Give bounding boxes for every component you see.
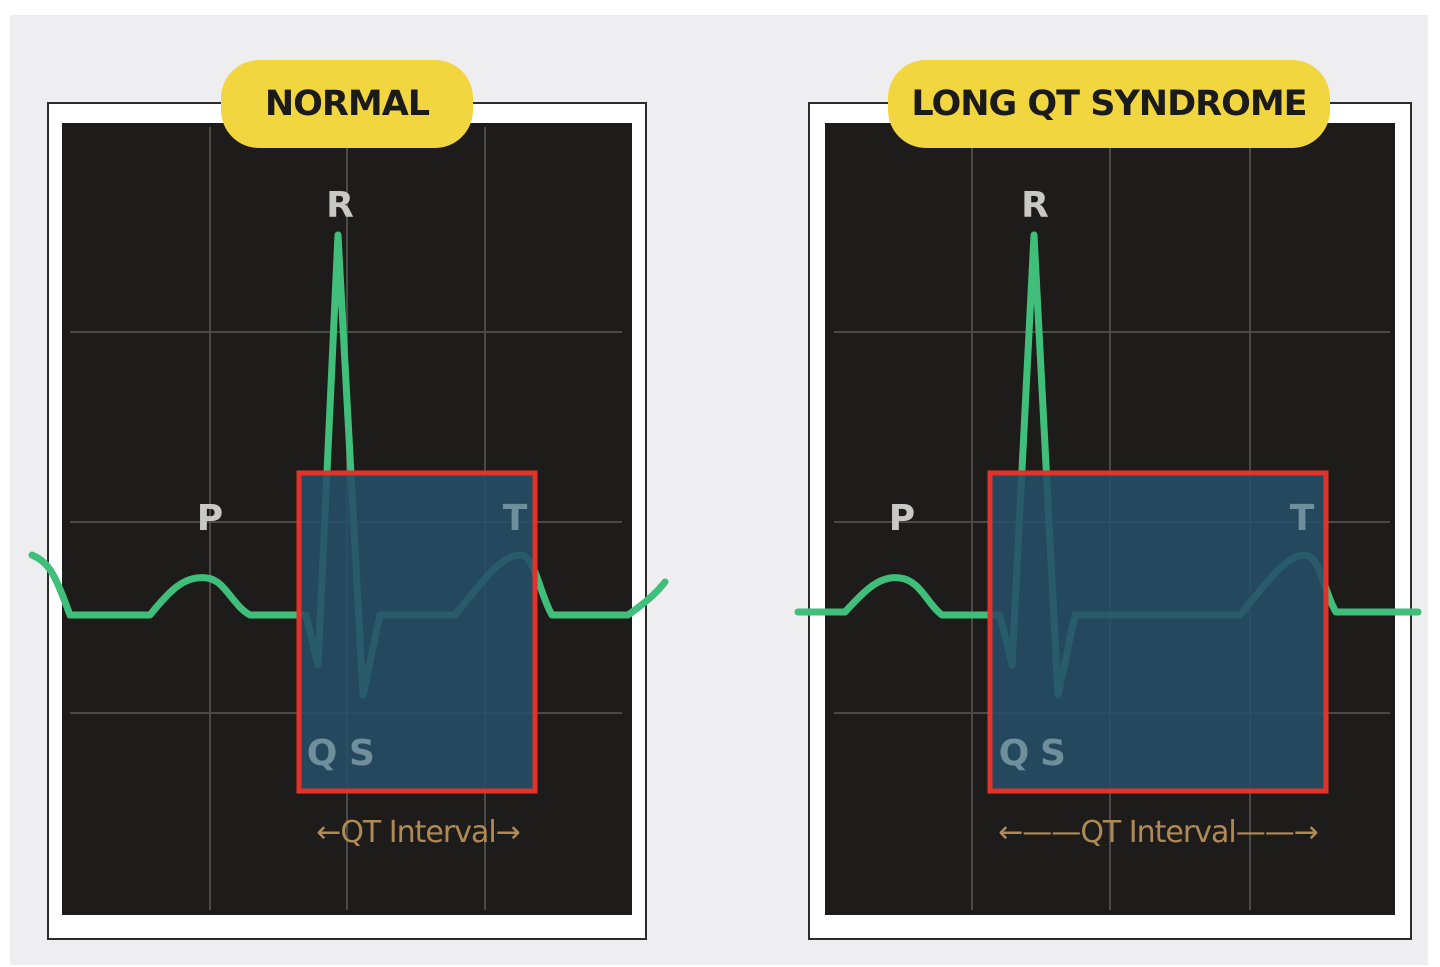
s-wave-label: S xyxy=(349,733,375,774)
qt-interval-box xyxy=(987,470,1329,794)
interval-text: QT Interval xyxy=(1080,815,1236,850)
s-wave-label: S xyxy=(1040,733,1066,774)
qt-interval-box xyxy=(296,470,538,794)
arrow-left: ← xyxy=(316,815,341,850)
ecg-plot-long-qt: R P T Q S xyxy=(794,127,1422,910)
p-wave-label: P xyxy=(197,498,223,539)
t-wave-label: T xyxy=(503,498,528,539)
qt-interval-label: ←——QT Interval——→ xyxy=(990,815,1326,850)
r-wave-label: R xyxy=(1021,185,1049,226)
t-wave-label: T xyxy=(1290,498,1315,539)
arrow-right: ——→ xyxy=(1235,815,1319,850)
panel-long-qt: R P T Q S LONG QT SYNDROME ←——QT Interva… xyxy=(770,15,1428,965)
figure-canvas: R P T Q S NORMAL ←QT Interval→ R xyxy=(10,15,1428,965)
r-wave-label: R xyxy=(326,185,354,226)
panel-normal: R P T Q S NORMAL ←QT Interval→ xyxy=(10,15,710,965)
p-wave-label: P xyxy=(889,498,915,539)
arrow-left: ←—— xyxy=(998,815,1081,850)
interval-text: QT Interval xyxy=(340,815,496,850)
q-wave-label: Q xyxy=(307,733,338,774)
panel-title-badge: LONG QT SYNDROME xyxy=(888,60,1330,148)
ecg-trace xyxy=(28,231,669,699)
q-wave-label: Q xyxy=(999,733,1030,774)
qt-interval-label: ←QT Interval→ xyxy=(300,815,536,850)
arrow-right: → xyxy=(495,815,521,850)
panel-title-badge: NORMAL xyxy=(221,60,473,148)
ecg-plot-normal: R P T Q S xyxy=(28,127,669,910)
